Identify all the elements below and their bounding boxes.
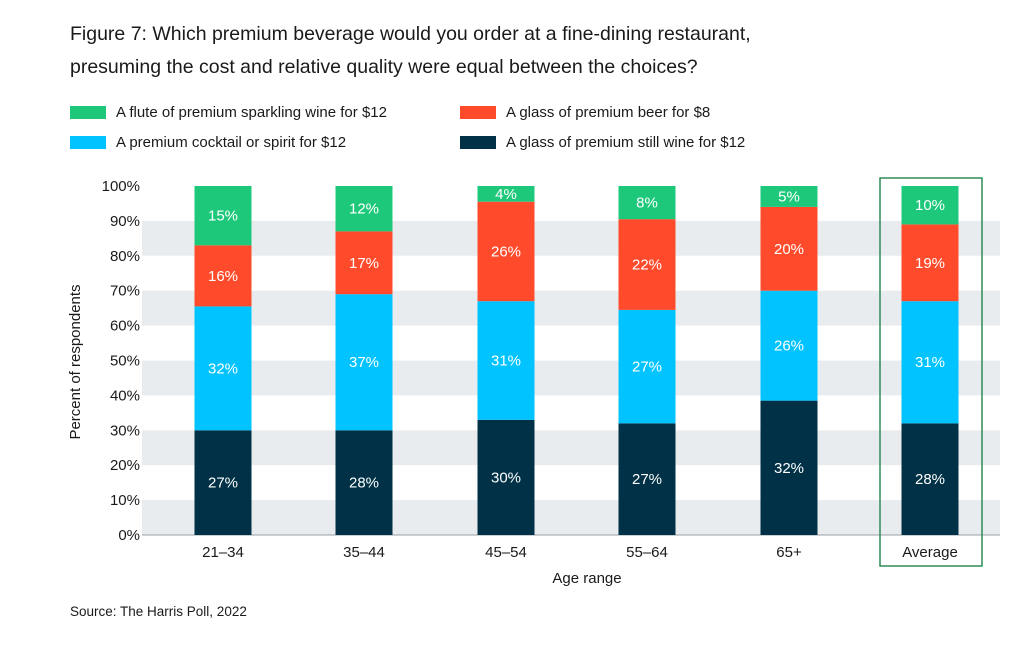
bar-segment [618,219,676,310]
stacked-bar-chart: 27% 32% 16% 15% 28% 37% 17% 12% 30% 31% 26% 4% 27% 27… [67,177,1000,587]
data-label: 8% [636,195,658,212]
bar-segment [618,423,676,535]
data-label: 37% [349,354,379,371]
data-label: 32% [774,460,804,477]
bar-segment [477,201,535,302]
bar-segment [335,294,393,431]
bar-segment [901,186,959,225]
bar-segment [618,309,676,424]
bar-segment [760,290,818,401]
bar-segment [477,186,535,202]
data-label: 12% [349,201,379,218]
data-label: 26% [774,338,804,355]
data-label: 31% [491,353,521,370]
x-tick-labels: 21–34 35–44 45–54 55–64 65+ Average [202,544,958,561]
source-note: Source: The Harris Poll, 2022 [70,604,247,619]
bar-segment [335,430,393,535]
x-axis-label: Age range [552,570,621,587]
bar-segment [477,301,535,420]
grid-band [142,360,1000,396]
data-label: 32% [208,360,238,377]
bar-segment [335,231,393,295]
grid-band [142,500,1000,535]
bar-segment [477,419,535,535]
data-label: 27% [632,359,662,376]
data-label: 17% [349,255,379,272]
data-label: 22% [632,257,662,274]
y-tick-label: 60% [110,318,140,335]
legend-label-sparkling: A flute of premium sparkling wine for $1… [116,104,387,121]
bar-segment [760,186,818,207]
y-tick-label: 40% [110,387,140,404]
bar-segment [901,224,959,302]
y-axis-label: Percent of respondents [67,284,84,439]
legend-swatch-still-wine [460,136,496,149]
legend-label-beer: A glass of premium beer for $8 [506,104,711,121]
x-tick-label: 35–44 [343,544,385,561]
bar-segment [194,306,252,431]
bar-segment [194,430,252,535]
data-label: 20% [774,241,804,258]
average-highlight-box [879,177,983,567]
data-label: 19% [915,255,945,272]
legend-label-still-wine: A glass of premium still wine for $12 [506,134,746,151]
grid-band [142,290,1000,326]
bars: 27% 32% 16% 15% 28% 37% 17% 12% 30% 31% 26% 4% 27% 27… [194,186,959,535]
y-tick-label: 30% [110,422,140,439]
y-tick-label: 70% [110,283,140,300]
y-tick-label: 50% [110,353,140,370]
y-tick-label: 100% [102,178,140,195]
bar-segment [194,186,252,246]
bar-segment [194,245,252,307]
y-tick-label: 80% [110,248,140,265]
x-tick-label: 45–54 [485,544,527,561]
grid-bands [142,220,1000,536]
y-tick-label: 20% [110,457,140,474]
legend-item-still-wine: A glass of premium still wine for $12 [460,134,745,151]
y-tick-labels: 0% 10% 20% 30% 40% 50% 60% 70% 80% 90% 100% [102,178,140,544]
data-label: 27% [632,471,662,488]
chart-title: Figure 7: Which premium beverage would y… [70,18,970,84]
data-label: 5% [778,188,800,205]
data-label: 27% [208,475,238,492]
title-line-1: Figure 7: Which premium beverage would y… [70,23,751,45]
data-label: 31% [915,354,945,371]
legend-item-cocktail: A premium cocktail or spirit for $12 [70,134,346,151]
data-label: 16% [208,268,238,285]
legend-item-sparkling: A flute of premium sparkling wine for $1… [70,104,387,121]
bar-segment [760,400,818,535]
title-line-2: presuming the cost and relative quality … [70,56,698,78]
data-label: 28% [349,475,379,492]
data-label: 28% [915,471,945,488]
bar-segment [335,186,393,232]
y-tick-label: 90% [110,213,140,230]
x-tick-label: Average [902,544,958,561]
y-tick-label: 0% [118,527,140,544]
data-label: 10% [915,197,945,214]
legend-swatch-beer [460,106,496,119]
data-label: 30% [491,469,521,486]
data-label: 15% [208,208,238,225]
legend-label-cocktail: A premium cocktail or spirit for $12 [116,134,347,151]
grid-band [142,220,1000,256]
data-label: 4% [495,186,517,203]
legend-swatch-sparkling [70,106,106,119]
x-tick-label: 65+ [776,544,802,561]
legend-swatch-cocktail [70,136,106,149]
bar-segment [618,186,676,220]
y-tick-label: 10% [110,492,140,509]
x-tick-label: 21–34 [202,544,244,561]
bar-segment [901,301,959,424]
bar-segment [901,423,959,535]
bar-segment [760,206,818,291]
x-tick-label: 55–64 [626,544,668,561]
data-label: 26% [491,243,521,260]
grid-band [142,430,1000,466]
legend-item-beer: A glass of premium beer for $8 [460,104,710,121]
